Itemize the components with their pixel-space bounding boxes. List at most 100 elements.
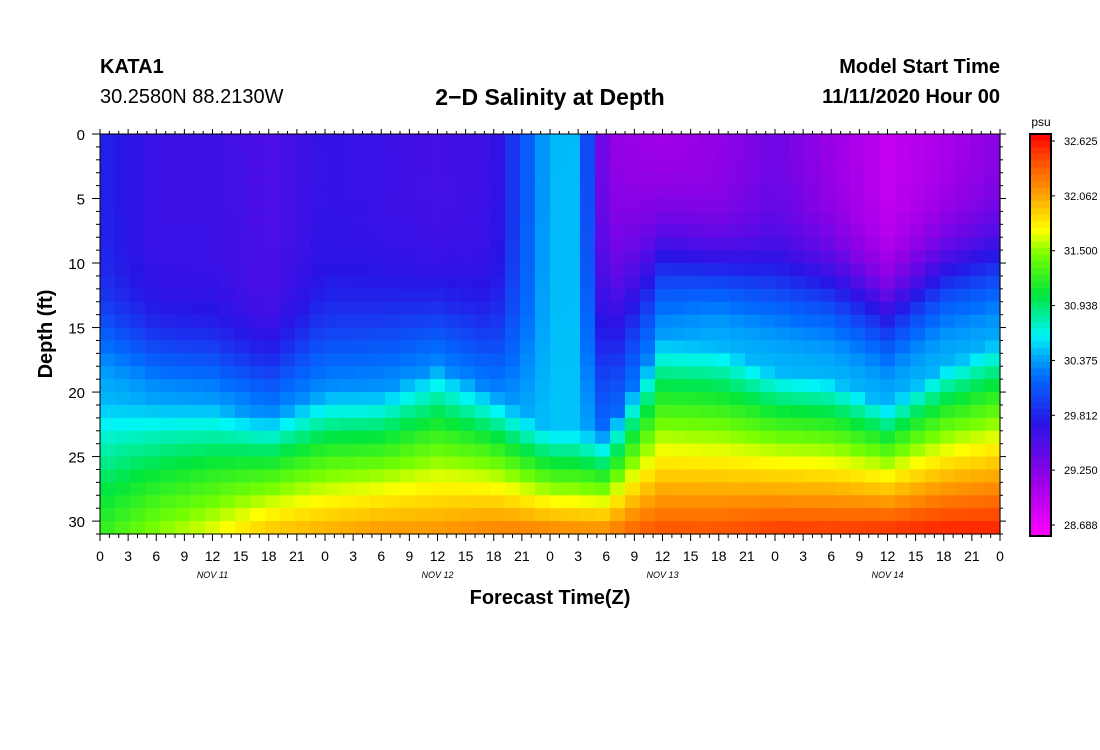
colorbar-cell xyxy=(1030,408,1051,416)
heatmap-cell xyxy=(820,301,836,316)
heatmap-cell xyxy=(175,146,191,161)
heatmap-cell xyxy=(265,288,281,303)
heatmap-cell xyxy=(670,288,686,303)
heatmap-cell xyxy=(700,301,716,316)
heatmap-cell xyxy=(340,521,356,535)
heatmap-cell xyxy=(475,250,491,264)
heatmap-cell xyxy=(130,327,146,342)
colorbar-cell xyxy=(1030,469,1051,477)
heatmap-cell xyxy=(565,211,581,225)
heatmap-cell xyxy=(310,508,326,522)
colorbar-cell xyxy=(1030,355,1051,363)
heatmap-cell xyxy=(880,327,896,342)
heatmap-cell xyxy=(550,443,566,458)
heatmap-cell xyxy=(265,172,281,187)
heatmap-cell xyxy=(910,508,926,522)
heatmap-cell xyxy=(640,340,656,354)
heatmap-cell xyxy=(790,224,806,238)
heatmap-cell xyxy=(205,263,221,277)
heatmap-cell xyxy=(160,327,176,342)
heatmap-cell xyxy=(805,159,821,174)
heatmap-cell xyxy=(910,198,926,213)
heatmap-cell xyxy=(790,521,806,535)
heatmap-cell xyxy=(550,521,566,535)
heatmap-cell xyxy=(910,288,926,303)
heatmap-cell xyxy=(760,392,776,406)
heatmap-cell xyxy=(430,134,446,148)
model-start-value: 11/11/2020 Hour 00 xyxy=(822,86,1000,108)
heatmap-cell xyxy=(445,327,461,342)
heatmap-cell xyxy=(685,327,701,342)
heatmap-cell xyxy=(940,327,956,342)
colorbar-cell xyxy=(1030,187,1051,195)
x-tick-label: 18 xyxy=(486,548,502,564)
x-tick-label: 9 xyxy=(855,548,863,564)
heatmap-cell xyxy=(790,404,806,419)
heatmap-cell xyxy=(430,482,446,496)
heatmap-cell xyxy=(700,353,716,367)
heatmap-cell xyxy=(730,521,746,535)
heatmap-cell xyxy=(115,353,131,367)
heatmap-cell xyxy=(265,366,281,380)
heatmap-cell xyxy=(655,301,671,316)
heatmap-cell xyxy=(835,211,851,225)
heatmap-cell xyxy=(715,250,731,264)
x-tick-label: 3 xyxy=(799,548,807,564)
heatmap-cell xyxy=(595,224,611,238)
heatmap-cell xyxy=(820,443,836,458)
heatmap-cell xyxy=(565,417,581,432)
heatmap-cell xyxy=(445,224,461,238)
heatmap-cell xyxy=(580,404,596,419)
heatmap-cell xyxy=(805,443,821,458)
colorbar-cell xyxy=(1030,241,1051,249)
heatmap-cell xyxy=(370,508,386,522)
heatmap-cell xyxy=(130,288,146,303)
heatmap-cell xyxy=(835,314,851,329)
heatmap-cell xyxy=(355,327,371,342)
heatmap-cell xyxy=(385,521,401,535)
heatmap-cell xyxy=(145,224,161,238)
heatmap-cell xyxy=(715,146,731,161)
heatmap-cell xyxy=(880,392,896,406)
heatmap-cell xyxy=(505,275,521,290)
heatmap-cell xyxy=(670,275,686,290)
heatmap-cell xyxy=(310,392,326,406)
heatmap-cell xyxy=(250,224,266,238)
heatmap-cell xyxy=(205,366,221,380)
heatmap-cell xyxy=(520,340,536,354)
heatmap-cell xyxy=(550,482,566,496)
heatmap-cell xyxy=(535,379,551,393)
heatmap-cell xyxy=(850,314,866,329)
heatmap-cell xyxy=(160,211,176,225)
heatmap-cell xyxy=(970,521,986,535)
heatmap-cell xyxy=(805,146,821,161)
heatmap-cell xyxy=(220,250,236,264)
heatmap-cell xyxy=(580,275,596,290)
heatmap-cell xyxy=(415,198,431,213)
heatmap-cell xyxy=(490,198,506,213)
heatmap-cell xyxy=(700,159,716,174)
heatmap-cell xyxy=(595,379,611,393)
heatmap-cell xyxy=(745,211,761,225)
heatmap-cell xyxy=(835,417,851,432)
y-tick-label: 5 xyxy=(77,192,85,209)
heatmap-cell xyxy=(370,327,386,342)
heatmap-cell xyxy=(190,469,206,483)
heatmap-cell xyxy=(340,482,356,496)
heatmap-cell xyxy=(400,366,416,380)
heatmap-cell xyxy=(880,250,896,264)
heatmap-cell xyxy=(460,134,476,148)
heatmap-cell xyxy=(835,482,851,496)
heatmap-cell xyxy=(565,366,581,380)
heatmap-cell xyxy=(265,379,281,393)
heatmap-cell xyxy=(775,211,791,225)
heatmap-cell xyxy=(940,237,956,251)
heatmap-cell xyxy=(280,146,296,161)
heatmap-cell xyxy=(850,482,866,496)
heatmap-cell xyxy=(670,353,686,367)
heatmap-cell xyxy=(925,134,941,148)
heatmap-cell xyxy=(760,275,776,290)
heatmap-cell xyxy=(280,482,296,496)
heatmap-cell xyxy=(970,404,986,419)
heatmap-cell xyxy=(175,469,191,483)
